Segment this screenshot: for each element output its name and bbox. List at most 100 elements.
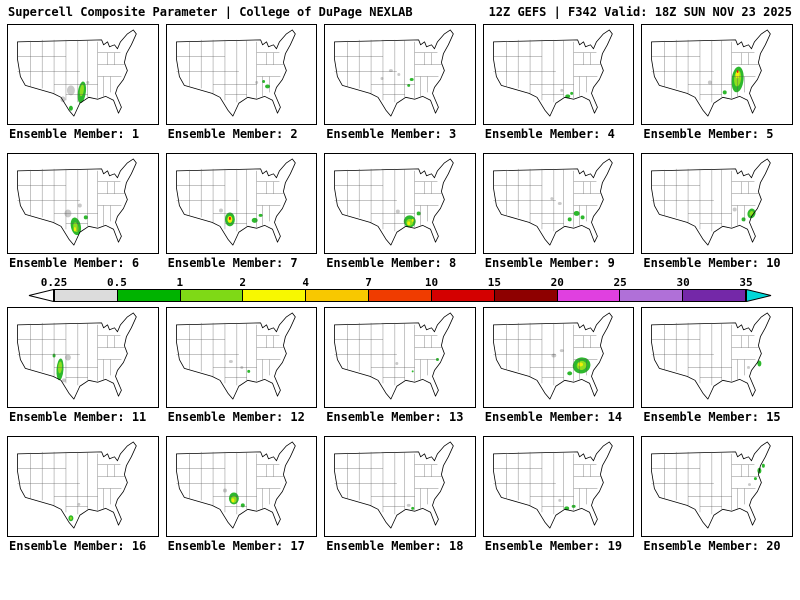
colorbar: 0.25 0.5 1 2 4 7 10 15 20 25 30 35 xyxy=(28,276,772,303)
us-map xyxy=(641,24,793,126)
ensemble-panel: Ensemble Member: 3 xyxy=(324,24,476,141)
ensemble-member-label: Ensemble Member: 19 xyxy=(484,539,623,554)
us-map xyxy=(165,436,318,538)
scp-blob xyxy=(733,207,738,212)
scp-blob xyxy=(73,227,77,232)
ensemble-panel: Ensemble Member: 11 xyxy=(7,307,159,424)
ensemble-panel: Ensemble Member: 13 xyxy=(324,307,476,424)
us-base-outline xyxy=(651,29,772,117)
scp-blob xyxy=(261,79,265,83)
scp-blob xyxy=(559,349,564,353)
scp-blob xyxy=(240,503,245,508)
ensemble-panel: Ensemble Member: 19 xyxy=(482,436,635,554)
scp-blob xyxy=(748,483,752,487)
scp-blob xyxy=(560,88,564,92)
scp-blob xyxy=(762,463,766,468)
ensemble-panel: Ensemble Member: 9 xyxy=(482,153,635,270)
scp-blob xyxy=(411,218,414,222)
scp-blob xyxy=(218,208,223,213)
ensemble-panel: Ensemble Member: 7 xyxy=(165,153,318,271)
colorbar-segment xyxy=(54,289,118,303)
ensemble-member-label: Ensemble Member: 7 xyxy=(167,256,298,271)
colorbar-right-arrow-icon xyxy=(746,289,772,303)
us-map xyxy=(7,153,159,255)
scp-blob xyxy=(741,217,746,222)
ensemble-member-label: Ensemble Member: 2 xyxy=(167,127,298,142)
ensemble-member-label: Ensemble Member: 16 xyxy=(9,539,147,554)
scp-blob xyxy=(79,84,84,97)
colorbar-left-arrow-icon xyxy=(28,289,54,303)
scp-blob xyxy=(550,197,554,201)
us-base-outline xyxy=(17,312,137,400)
scp-blob xyxy=(567,371,572,376)
scp-blob xyxy=(723,90,728,95)
ensemble-panel: Ensemble Member: 12 xyxy=(165,307,318,425)
scp-blob xyxy=(409,77,414,81)
scp-blob xyxy=(407,83,411,87)
scp-blob xyxy=(228,216,231,221)
ensemble-member-label: Ensemble Member: 6 xyxy=(9,256,140,271)
scp-blob xyxy=(264,84,270,89)
colorbar-segment xyxy=(116,289,181,303)
product-title: Supercell Composite Parameter | College … xyxy=(8,5,413,19)
us-base-outline xyxy=(334,312,454,400)
scp-blob xyxy=(66,85,75,96)
scp-blob xyxy=(83,215,88,220)
scp-blob xyxy=(228,360,233,364)
ensemble-member-label: Ensemble Member: 17 xyxy=(167,539,305,554)
us-base-outline xyxy=(175,158,296,246)
ensemble-member-label: Ensemble Member: 5 xyxy=(643,127,774,142)
ensemble-member-label: Ensemble Member: 15 xyxy=(643,410,781,425)
colorbar-segment xyxy=(242,289,307,303)
us-map xyxy=(7,307,159,409)
ensemble-panel: Ensemble Member: 2 xyxy=(165,24,318,142)
ensemble-panel: Ensemble Member: 5 xyxy=(641,24,793,141)
ensemble-grid-bottom: Ensemble Member: 11 Ensemble Member: 12 En… xyxy=(0,304,800,553)
ensemble-member-label: Ensemble Member: 13 xyxy=(326,410,464,425)
us-base-outline xyxy=(334,29,454,117)
scp-blob xyxy=(258,213,263,217)
ensemble-member-label: Ensemble Member: 4 xyxy=(484,127,615,142)
scp-blob xyxy=(567,217,572,222)
us-map xyxy=(641,153,793,255)
ensemble-member-label: Ensemble Member: 1 xyxy=(9,127,140,142)
scp-blob xyxy=(558,499,562,503)
colorbar-tick-label: 35 xyxy=(739,276,753,290)
ensemble-panel: Ensemble Member: 18 xyxy=(324,436,476,553)
us-map xyxy=(482,307,635,409)
scp-blob xyxy=(573,211,580,216)
us-map xyxy=(482,24,635,126)
scp-blob xyxy=(411,370,414,373)
us-base-outline xyxy=(175,29,296,117)
ensemble-panel: Ensemble Member: 4 xyxy=(482,24,635,142)
ensemble-panel: Ensemble Member: 16 xyxy=(7,436,159,553)
colorbar-segment xyxy=(682,289,746,303)
scp-blob xyxy=(61,378,66,383)
us-map xyxy=(324,153,476,255)
us-map xyxy=(482,436,635,538)
colorbar-tick-label: 25 xyxy=(613,276,627,290)
colorbar-tick-label: 0.5 xyxy=(106,276,127,290)
colorbar-tick-label: 7 xyxy=(365,276,372,290)
scp-blob xyxy=(416,211,421,216)
ensemble-panel: Ensemble Member: 10 xyxy=(641,153,793,270)
colorbar-segment xyxy=(368,289,432,303)
us-map xyxy=(7,436,159,538)
header: Supercell Composite Parameter | College … xyxy=(0,0,800,21)
colorbar-segment xyxy=(179,289,244,303)
scp-blob xyxy=(64,354,71,361)
ensemble-member-label: Ensemble Member: 18 xyxy=(326,539,464,554)
ensemble-panel: Ensemble Member: 1 xyxy=(7,24,159,141)
scp-blob xyxy=(77,203,82,208)
us-map xyxy=(641,436,793,538)
colorbar-tick-label: 4 xyxy=(302,276,309,290)
ensemble-member-label: Ensemble Member: 12 xyxy=(167,410,305,425)
us-map xyxy=(165,307,318,409)
ensemble-panel: Ensemble Member: 8 xyxy=(324,153,476,270)
us-base-outline xyxy=(492,441,613,529)
ensemble-grid-top: Ensemble Member: 1 Ensemble Member: 2 Ense… xyxy=(0,21,800,270)
colorbar-tick-label: 1 xyxy=(176,276,184,290)
ensemble-panel: Ensemble Member: 17 xyxy=(165,436,318,554)
colorbar-tick-label: 30 xyxy=(676,276,690,290)
